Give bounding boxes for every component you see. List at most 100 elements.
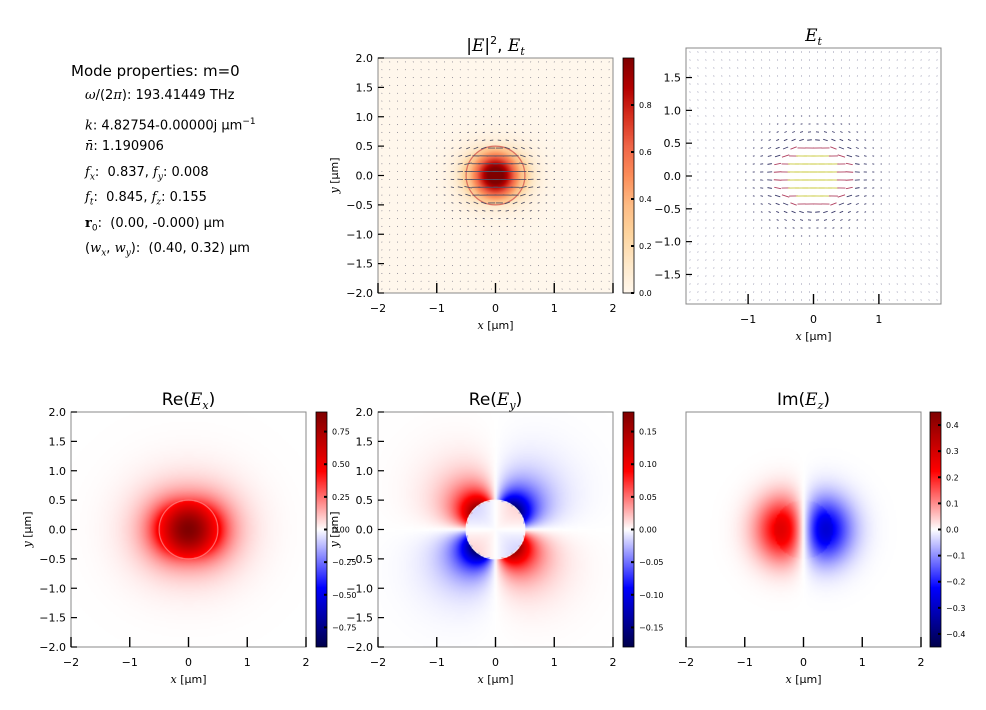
quiver-arrow	[459, 217, 462, 220]
waveguide-core-outline	[465, 499, 526, 560]
quiver-arrow	[837, 154, 846, 158]
y-tick-label: 1.0	[356, 465, 374, 478]
quiver-arrow	[864, 211, 867, 213]
quiver-arrow	[521, 139, 525, 142]
quiver-arrow	[760, 155, 764, 157]
chart-et_quiver: −1 0 1 −1.5 −1.0 −0.5 0.0 0.5 1.0 1.5 x [μm] Et	[654, 26, 942, 343]
quiver-arrow	[791, 210, 796, 214]
colorbar-tick-label: 0.2	[639, 242, 652, 251]
quiver-arrow	[520, 154, 526, 158]
quiver-arrow	[482, 217, 485, 220]
omega-line: ω/(2π): 193.41449 THz	[85, 88, 235, 103]
colorbar-tick-label: −0.3	[946, 604, 965, 613]
quiver-arrow	[513, 139, 517, 142]
quiver-arrow	[845, 179, 854, 181]
chart-im_ez: −2 −1 0 1 2 x [μm] Im(Ez) −0.4 −0.3 −0.2 −0.1 0.0 0.…	[678, 390, 966, 686]
y-tick-label: 2.0	[356, 52, 374, 65]
x-tick-label: 1	[551, 656, 558, 669]
quiver-arrow	[783, 138, 788, 142]
quiver-arrow	[466, 201, 471, 205]
quiver-arrow	[774, 186, 782, 190]
quiver-arrow	[823, 210, 828, 214]
quiver-arrow	[830, 146, 837, 150]
x-tick-label: 2	[610, 302, 617, 315]
y-tick-label: 0.0	[356, 524, 374, 537]
quiver-arrow	[837, 194, 846, 198]
quiver-arrow	[823, 131, 828, 133]
quiver-arrow	[473, 146, 479, 150]
colorbar-tick-label: −0.4	[946, 630, 965, 639]
quiver-arrow	[792, 219, 796, 221]
quiver-arrow	[815, 139, 820, 141]
colorbar-tick-label: 0.3	[946, 447, 959, 456]
quiver-arrow	[450, 163, 455, 165]
quiver-arrow	[768, 203, 772, 205]
quiver-arrow	[529, 217, 532, 220]
y-tick-label: 0.0	[664, 170, 682, 183]
quiver-arrow	[536, 163, 541, 165]
colorbar	[316, 412, 327, 647]
quiver-arrow	[784, 131, 787, 133]
quiver-arrow	[504, 201, 510, 205]
quiver-arrow	[792, 227, 795, 229]
x-axis-label: x [μm]	[477, 319, 513, 332]
quiver-arrow	[807, 139, 812, 141]
colorbar-tick-label: 0.1	[946, 499, 959, 508]
quiver-arrow	[864, 203, 867, 205]
y-tick-label: 1.5	[356, 81, 374, 94]
colorbar-tick-label: −0.2	[946, 578, 965, 587]
x-axis-label: x [μm]	[795, 330, 831, 343]
chart-re_ey: −2 −1 0 1 2 −2.0 −1.5 −1.0 −0.5 0.0 0.5 1.0 1.5 2.0 x …	[328, 390, 664, 686]
quiver-arrow	[815, 211, 820, 213]
x-tick-label: 0	[492, 656, 499, 669]
y-tick-label: −2.0	[346, 641, 373, 654]
quiver-arrow	[537, 155, 540, 157]
y-tick-label: −0.5	[39, 553, 66, 566]
quiver-arrow	[529, 209, 532, 212]
quiver-arrow	[466, 209, 470, 212]
quiver-arrow	[831, 210, 836, 214]
quiver-arrow	[790, 146, 797, 150]
width-value: (0.40, 0.32)	[148, 241, 225, 256]
quiver-arrow	[823, 219, 828, 221]
quiver-arrow	[782, 202, 789, 206]
quiver-arrow	[832, 123, 835, 125]
quiver-arrow	[459, 209, 462, 212]
x-tick-label: −2	[370, 302, 386, 315]
colorbar-frame	[622, 57, 635, 294]
quiver-arrow	[768, 219, 771, 221]
quiver-arrow	[520, 146, 525, 150]
quiver-arrow	[458, 201, 462, 204]
fz-value: 0.155	[169, 190, 207, 205]
quiver-arrow	[760, 219, 763, 221]
quiver-arrow	[856, 131, 859, 133]
k-value: 4.82754-0.00000j	[101, 117, 218, 133]
quiver-arrow	[513, 209, 517, 212]
y-tick-label: 0.0	[356, 170, 374, 183]
quiver-arrow	[528, 162, 534, 165]
r0-line: r0: (0.00, -0.000) μm	[85, 215, 225, 234]
quiver-arrow	[760, 195, 764, 197]
quiver-arrow	[855, 203, 859, 205]
quiver-arrow	[799, 219, 804, 221]
quiver-arrow	[782, 146, 789, 150]
quiver-arrow	[537, 139, 540, 141]
colorbar-tick-label: 0.2	[946, 473, 959, 482]
quiver-arrow	[839, 210, 844, 214]
quiver-arrow	[864, 219, 867, 221]
axes-frame	[685, 47, 942, 305]
colorbar-tick-label: 0.00	[639, 526, 657, 535]
quiver-arrow	[767, 187, 772, 189]
y-tick-label: −2.0	[39, 641, 66, 654]
quiver-arrow	[760, 139, 763, 141]
quiver-arrow	[760, 203, 763, 205]
quiver-arrow	[856, 219, 859, 221]
quiver-arrow	[774, 194, 781, 198]
x-tick-label: −2	[370, 656, 386, 669]
quiver-arrow	[832, 227, 835, 229]
quiver-arrow	[505, 139, 509, 142]
quiver-arrow	[838, 146, 845, 150]
ft-value: 0.845	[106, 190, 144, 205]
quiver-arrow	[474, 209, 478, 212]
quiver-arrow	[848, 131, 851, 133]
